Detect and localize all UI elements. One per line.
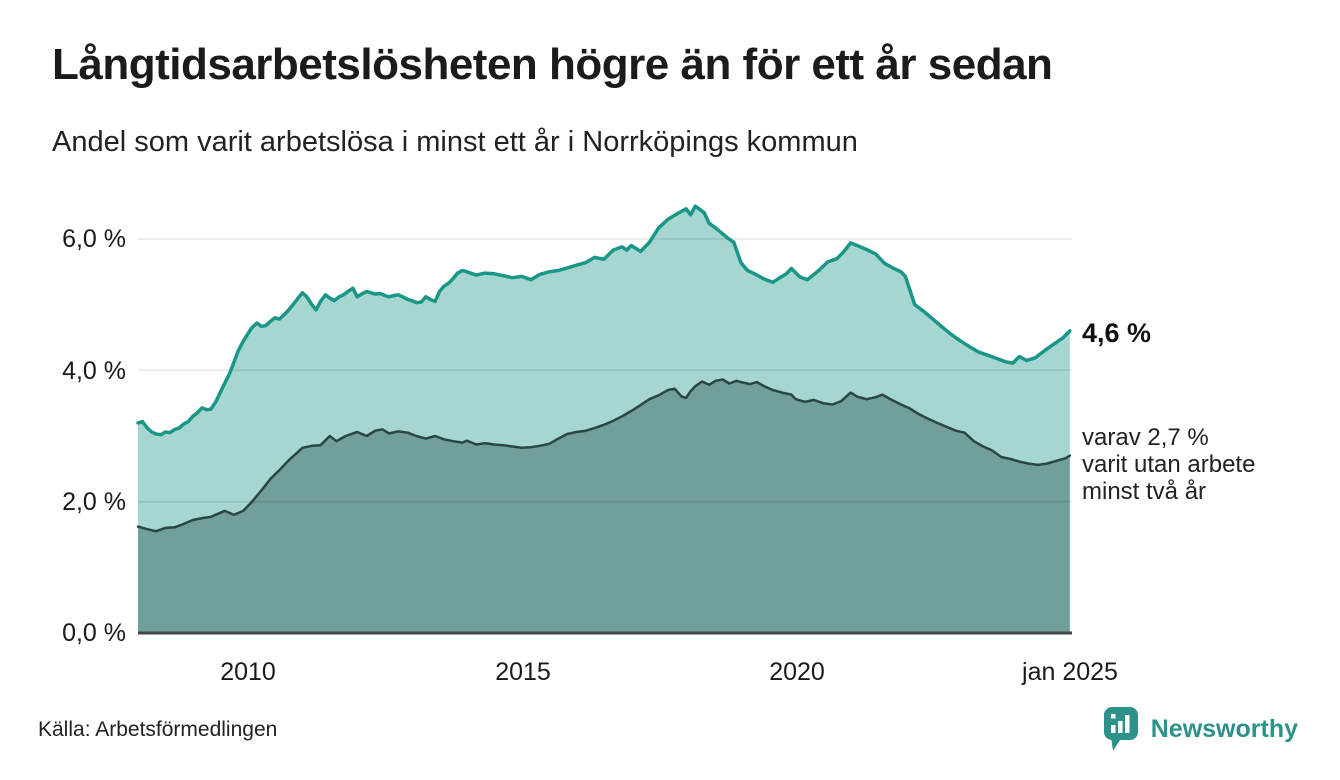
x-axis-tick-2010: 2010: [220, 658, 276, 686]
newsworthy-brand: Newsworthy: [1103, 706, 1298, 752]
y-axis-tick-0: 0,0 %: [62, 619, 126, 647]
y-axis-tick-2: 2,0 %: [62, 488, 126, 516]
x-axis-tick-2020: 2020: [769, 658, 825, 686]
y-axis-tick-4: 4,0 %: [62, 357, 126, 385]
source-credit: Källa: Arbetsförmedlingen: [38, 718, 278, 741]
series2-annotation-line1: varav 2,7 %: [1082, 424, 1209, 451]
series2-annotation-line2: varit utan arbete: [1082, 451, 1256, 478]
series2-annotation: varav 2,7 % varit utan arbete minst två …: [1082, 424, 1255, 505]
y-axis-tick-6: 6,0 %: [62, 225, 126, 253]
series2-annotation-line3: minst två år: [1082, 478, 1207, 505]
series1-end-value-label: 4,6 %: [1082, 318, 1152, 348]
x-axis-tick-2015: 2015: [495, 658, 551, 686]
newsworthy-brand-text: Newsworthy: [1150, 714, 1298, 743]
page-title: Långtidsarbetslösheten högre än för ett …: [52, 40, 1053, 89]
chart-subtitle: Andel som varit arbetslösa i minst ett å…: [52, 126, 858, 158]
newsworthy-logo-icon: [1103, 707, 1138, 751]
x-axis-tick-jan-2025: jan 2025: [1022, 658, 1118, 686]
